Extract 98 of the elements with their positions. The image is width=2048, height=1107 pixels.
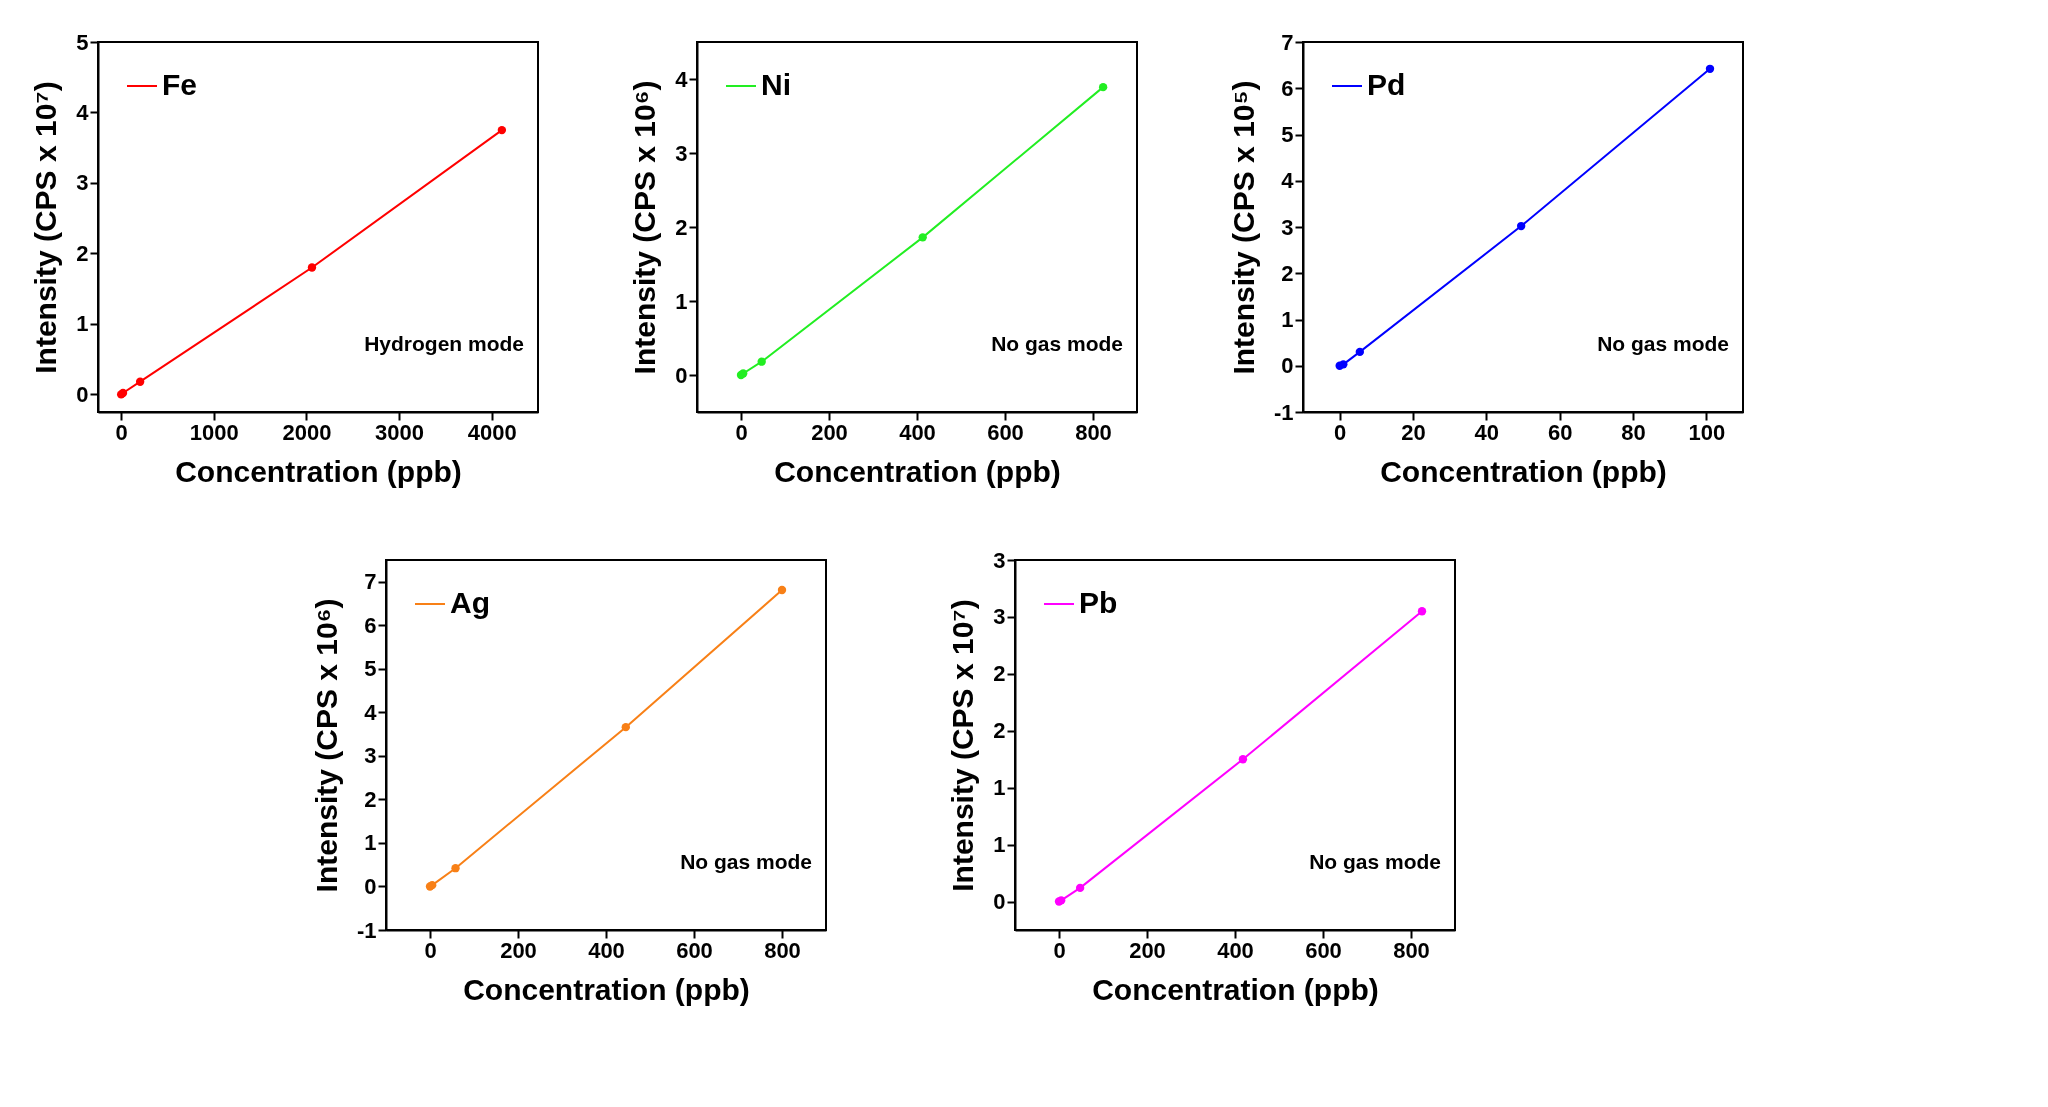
x-tick-label: 800 (1075, 419, 1112, 445)
point (307, 263, 317, 272)
x-tick-label: 40 (1474, 419, 1500, 445)
x-axis-title: Concentration (ppb) (1092, 972, 1379, 1006)
y-tick-label: 2 (675, 214, 688, 240)
point (1098, 82, 1108, 92)
x-tick-label: 20 (1401, 419, 1426, 445)
y-tick-label: 1 (993, 832, 1006, 858)
y-tick-label: 3 (1281, 214, 1294, 240)
y-axis-title: Intensity (CPS x 10⁷) (29, 81, 63, 374)
annotation: No gas mode (1597, 332, 1729, 356)
legend-label: Pb (1079, 586, 1118, 619)
x-tick-label: 200 (811, 419, 848, 445)
y-tick-label: 1 (675, 288, 688, 314)
y-tick-label: 0 (76, 381, 89, 407)
y-tick-label: 5 (76, 29, 89, 55)
x-tick-label: 600 (1305, 937, 1342, 963)
y-tick-label: 4 (76, 99, 90, 125)
y-tick-label: 3 (364, 743, 377, 769)
point (497, 125, 507, 135)
x-tick-label: 0 (1053, 937, 1066, 963)
point (1417, 607, 1427, 616)
x-tick-label: 3000 (375, 419, 425, 445)
y-tick-label: 3 (993, 547, 1006, 573)
y-tick-label: 4 (1281, 168, 1295, 194)
y-tick-label: 2 (1281, 260, 1294, 286)
y-tick-label: 0 (364, 873, 377, 899)
point (451, 864, 460, 873)
x-tick-label: 800 (1393, 937, 1430, 963)
x-tick-label: 60 (1547, 419, 1573, 445)
legend-label: Fe (162, 68, 198, 101)
y-tick-label: 2 (364, 786, 377, 812)
y-tick-label: 1 (1281, 307, 1294, 332)
y-tick-label: 5 (364, 656, 377, 682)
x-axis-title: Concentration (ppb) (463, 972, 750, 1006)
y-tick-label: 6 (1281, 75, 1294, 101)
annotation: No gas mode (991, 332, 1123, 356)
y-tick-label: 7 (1281, 29, 1294, 55)
x-tick-label: 4000 (467, 419, 517, 445)
annotation: No gas mode (1309, 850, 1441, 874)
x-tick-label: 0 (1334, 419, 1347, 445)
point (757, 357, 766, 366)
y-tick-label: 1 (993, 775, 1006, 801)
y-tick-label: 2 (993, 718, 1006, 744)
y-tick-label: 7 (364, 569, 377, 595)
legend-label: Ag (450, 586, 490, 619)
legend-label: Ni (761, 68, 791, 101)
annotation: Hydrogen mode (364, 332, 524, 356)
y-tick-label: -1 (356, 917, 377, 943)
x-tick-label: 2000 (282, 419, 332, 445)
x-tick-label: 100 (1688, 419, 1726, 445)
point (1705, 64, 1715, 73)
annotation: No gas mode (680, 850, 812, 874)
point (1339, 360, 1348, 369)
y-tick-label: 4 (364, 699, 378, 725)
y-tick-label: 3 (675, 140, 688, 166)
y-tick-label: 1 (76, 311, 89, 337)
y-axis-title: Intensity (CPS x 10⁷) (946, 599, 980, 892)
point (1075, 883, 1085, 893)
point (1238, 755, 1248, 764)
point (135, 377, 145, 386)
y-tick-label: -1 (1273, 399, 1294, 425)
point (1516, 221, 1526, 231)
y-axis-title: Intensity (CPS x 10⁶) (309, 598, 343, 893)
y-tick-label: 2 (76, 240, 89, 266)
y-axis-title: Intensity (CPS x 10⁵) (1226, 80, 1260, 375)
x-tick-label: 400 (588, 937, 625, 963)
x-tick-label: 80 (1621, 419, 1646, 445)
point (777, 585, 787, 595)
x-tick-label: 600 (987, 419, 1024, 445)
legend-label: Pd (1367, 68, 1406, 101)
x-axis-title: Concentration (ppb) (774, 454, 1061, 488)
y-tick-label: 3 (993, 604, 1006, 630)
x-tick-label: 0 (735, 419, 748, 445)
x-tick-label: 0 (424, 937, 437, 963)
x-tick-label: 400 (1217, 937, 1254, 963)
point (918, 233, 927, 242)
x-tick-label: 600 (676, 937, 713, 963)
x-tick-label: 400 (899, 419, 936, 445)
x-tick-label: 1000 (189, 419, 239, 445)
y-tick-label: 6 (364, 612, 377, 638)
x-tick-label: 200 (500, 937, 537, 963)
y-tick-label: 2 (993, 661, 1006, 687)
point (621, 722, 630, 732)
x-axis-title: Concentration (ppb) (175, 454, 462, 488)
y-tick-label: 5 (1281, 122, 1294, 147)
x-axis-title: Concentration (ppb) (1380, 454, 1667, 488)
y-tick-label: 3 (76, 170, 89, 196)
y-tick-label: 0 (675, 362, 688, 388)
point (1355, 347, 1365, 357)
y-tick-label: 0 (1281, 353, 1294, 379)
x-tick-label: 800 (764, 937, 801, 963)
y-tick-label: 4 (675, 66, 689, 92)
y-axis-title: Intensity (CPS x 10⁶) (628, 80, 662, 375)
x-tick-label: 200 (1129, 937, 1166, 963)
y-tick-label: 1 (364, 830, 377, 856)
y-tick-label: 0 (993, 889, 1006, 915)
x-tick-label: 0 (115, 419, 128, 445)
